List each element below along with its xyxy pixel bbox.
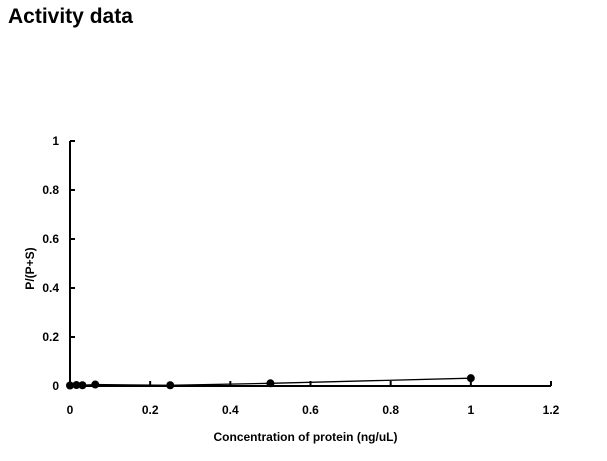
data-point xyxy=(166,381,175,390)
x-tick-label: 0.4 xyxy=(222,403,239,417)
data-point xyxy=(66,381,74,390)
y-tick-label: 0.4 xyxy=(42,281,59,295)
x-tick-label: 0.8 xyxy=(382,403,399,417)
y-tick-label: 0.8 xyxy=(42,183,59,197)
x-tick-label: 0.2 xyxy=(142,403,159,417)
data-point xyxy=(266,379,275,388)
x-axis: 0 0.2 0.4 0.6 0.8 1 1.2 xyxy=(67,381,560,417)
y-axis-title: P/(P+S) xyxy=(23,247,37,289)
data-point xyxy=(78,381,87,390)
x-tick-label: 0 xyxy=(67,403,74,417)
data-point xyxy=(72,381,81,390)
y-tick-labels: 0 0.2 0.4 0.6 0.8 1 xyxy=(42,134,59,393)
y-axis: 0 0.2 0.4 0.6 0.8 1 xyxy=(42,134,75,393)
y-tick-label: 1 xyxy=(52,134,59,148)
x-tick-label: 0.6 xyxy=(302,403,319,417)
data-point xyxy=(466,374,475,383)
x-axis-title: Concentration of protein (ng/uL) xyxy=(214,430,398,444)
y-tick-label: 0.6 xyxy=(42,232,59,246)
x-tick-label: 1 xyxy=(467,403,474,417)
y-tick-label: 0 xyxy=(52,379,59,393)
page-title: Activity data xyxy=(8,5,133,28)
x-tick-label: 1.2 xyxy=(543,403,560,417)
data-point xyxy=(91,380,100,389)
plot-series xyxy=(66,374,475,390)
x-tick-labels: 0 0.2 0.4 0.6 0.8 1 1.2 xyxy=(67,403,560,417)
y-tick-label: 0.2 xyxy=(42,330,59,344)
